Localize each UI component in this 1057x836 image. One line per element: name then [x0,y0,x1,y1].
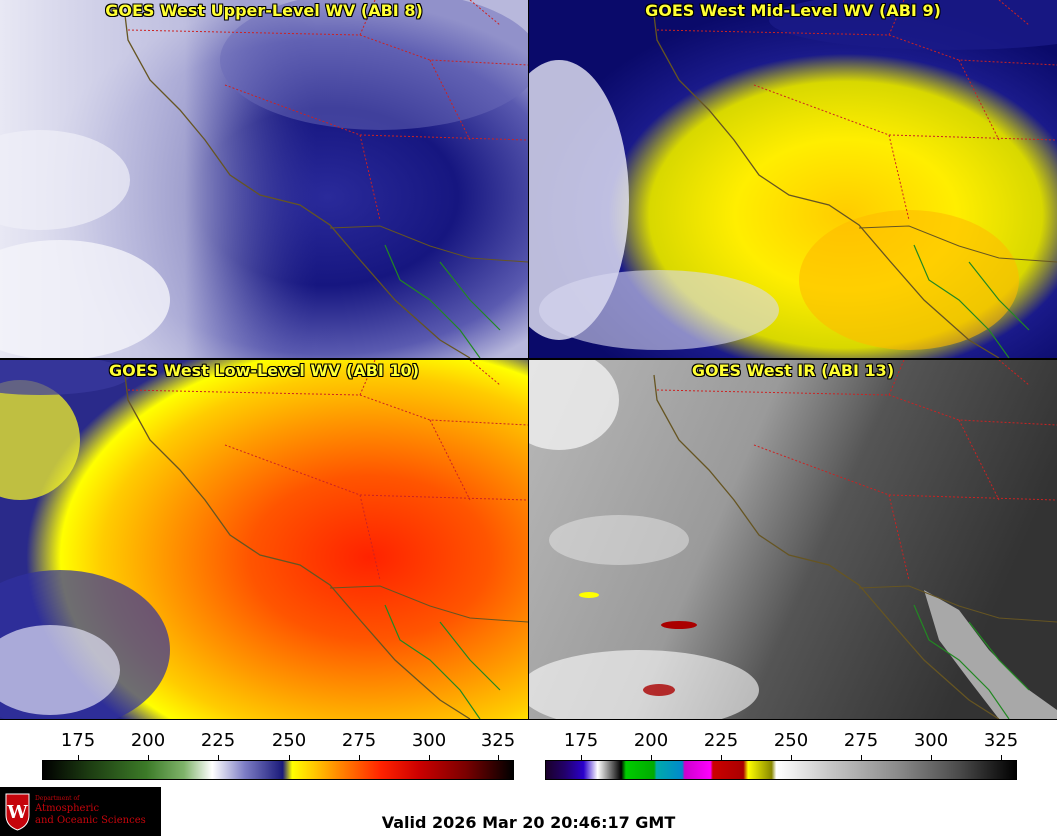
colorbar-tick-label: 225 [200,730,236,751]
panel-title: GOES West Upper-Level WV (ABI 8) [105,1,423,20]
logo-line-2: and Oceanic Sciences [35,815,146,826]
logo-dept-text: Department of [35,795,80,802]
colorbar-tick-label: 200 [130,730,166,751]
valid-timestamp: Valid 2026 Mar 20 20:46:17 GMT [381,813,676,832]
colorbar-tick-label: 275 [843,730,879,751]
colorbar-tick [359,755,360,760]
colorbar-tick-label: 200 [633,730,669,751]
colorbar-tick [1001,755,1002,760]
mid-level-wv-panel: GOES West Mid-Level WV (ABI 9) [529,0,1057,358]
colorbar-tick-label: 250 [271,730,307,751]
panel-divider [528,0,529,720]
colorbar-tick [581,755,582,760]
mid-level-wv-image [529,0,1057,358]
colorbar-tick [148,755,149,760]
colorbar-tick [861,755,862,760]
colorbar-tick [931,755,932,760]
colorbar-tick [498,755,499,760]
panel-divider [0,719,1057,720]
colorbar-tick-label: 275 [341,730,377,751]
colorbar-tick-label: 175 [563,730,599,751]
colorbar-tick [218,755,219,760]
colorbar-tick [429,755,430,760]
ir-panel: GOES West IR (ABI 13) [529,360,1057,719]
low-level-wv-panel: GOES West Low-Level WV (ABI 10) [0,360,528,719]
colorbar-tick [78,755,79,760]
colorbar-tick-label: 325 [480,730,516,751]
colorbar-tick-label: 250 [773,730,809,751]
colorbar-tick-label: 225 [703,730,739,751]
colorbar-tick-label: 175 [60,730,96,751]
ir-colorbar [545,760,1017,780]
colorbar-tick-label: 325 [983,730,1019,751]
low-level-wv-image [0,360,528,719]
panel-title: GOES West IR (ABI 13) [691,361,895,380]
upper-level-wv-image [0,0,528,358]
panel-divider [0,358,1057,360]
uw-crest-icon: W [5,793,30,831]
colorbar-tick [289,755,290,760]
colorbar-tick [791,755,792,760]
ir-image [529,360,1057,719]
panel-title: GOES West Low-Level WV (ABI 10) [108,361,419,380]
upper-level-wv-panel: GOES West Upper-Level WV (ABI 8) [0,0,528,358]
aos-logo: W Department of Atmospheric and Oceanic … [0,787,161,836]
svg-text:W: W [6,802,28,823]
colorbar-tick [651,755,652,760]
colorbar-tick-label: 300 [411,730,447,751]
colorbar-tick-label: 300 [913,730,949,751]
colorbar-tick [721,755,722,760]
panel-title: GOES West Mid-Level WV (ABI 9) [645,1,941,20]
wv-colorbar [42,760,514,780]
logo-line-1: Atmospheric [35,803,100,814]
